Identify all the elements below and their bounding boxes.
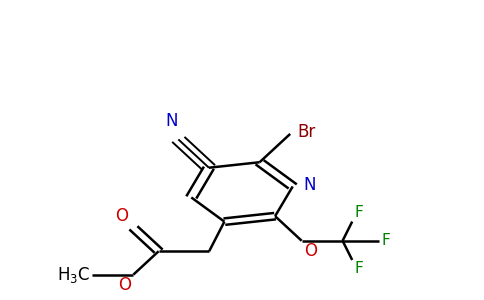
- Text: F: F: [355, 262, 363, 277]
- Text: O: O: [118, 276, 131, 294]
- Text: Br: Br: [297, 123, 316, 141]
- Text: F: F: [381, 233, 390, 248]
- Text: O: O: [304, 242, 317, 260]
- Text: H$_3$C: H$_3$C: [57, 265, 90, 285]
- Text: F: F: [355, 205, 363, 220]
- Text: N: N: [303, 176, 316, 194]
- Text: N: N: [166, 112, 178, 130]
- Text: O: O: [116, 207, 129, 225]
